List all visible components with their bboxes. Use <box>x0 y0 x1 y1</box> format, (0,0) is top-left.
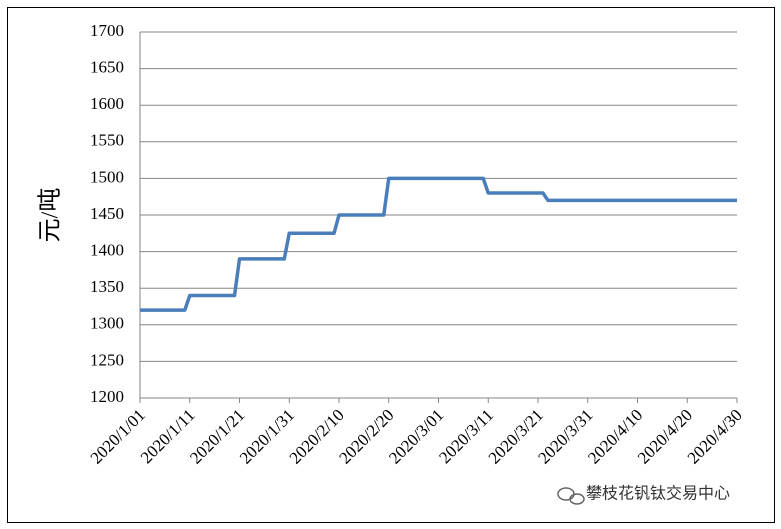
y-tick-label: 1450 <box>90 204 124 223</box>
y-tick-label: 1300 <box>90 314 124 333</box>
frame <box>7 7 775 523</box>
y-tick-label: 1550 <box>90 131 124 150</box>
watermark-icon <box>557 487 585 505</box>
y-tick-label: 1200 <box>90 387 124 406</box>
y-tick-label: 1250 <box>90 350 124 369</box>
watermark: 攀枝花钒钛交易中心 <box>586 484 730 503</box>
line-series <box>140 176 737 312</box>
y-tick-label: 1700 <box>90 21 124 40</box>
y-tick-label: 1400 <box>90 241 124 260</box>
y-tick-label: 1500 <box>90 167 124 186</box>
y-tick-label: 1350 <box>90 277 124 296</box>
y-axis-label: 元/吨 <box>37 188 64 243</box>
y-tick-label: 1600 <box>90 94 124 113</box>
y-tick-label: 1650 <box>90 58 124 77</box>
